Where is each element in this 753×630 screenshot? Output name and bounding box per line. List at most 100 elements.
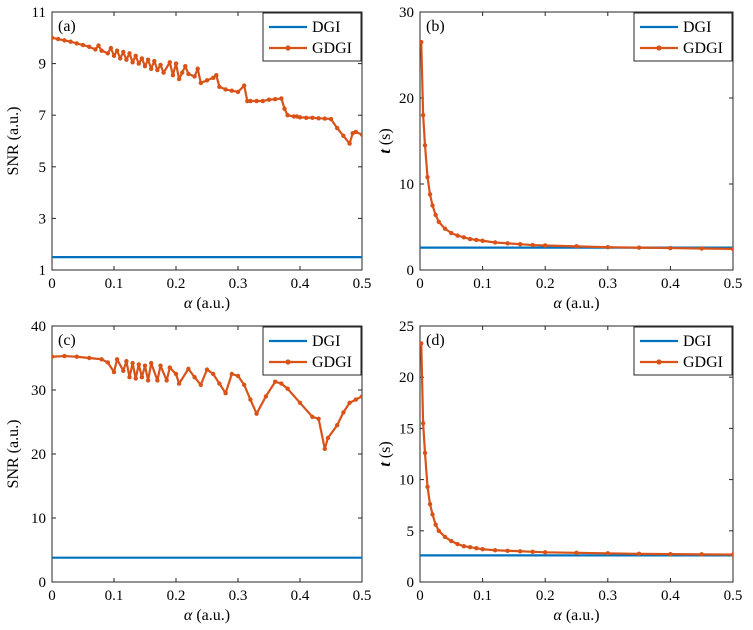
legend: DGI GDGI <box>262 326 362 376</box>
data-point-gdgi <box>217 84 222 90</box>
y-tick-label: 30 <box>31 383 46 399</box>
data-point-gdgi <box>636 245 642 250</box>
x-tick-label: 0.4 <box>661 276 680 292</box>
data-point-gdgi <box>74 354 80 359</box>
data-point-gdgi <box>229 371 234 377</box>
data-point-gdgi <box>359 132 362 137</box>
data-point-gdgi <box>461 235 467 240</box>
data-point-gdgi <box>605 245 610 250</box>
data-point-gdgi <box>180 70 185 75</box>
x-tick-label: 0.5 <box>724 276 743 292</box>
x-tick-label: 0.5 <box>353 276 372 292</box>
data-point-gdgi <box>347 400 352 405</box>
data-point-gdgi <box>223 87 228 92</box>
y-tick-label: 5 <box>39 160 47 176</box>
y-tick-label: 20 <box>399 91 414 107</box>
data-point-gdgi <box>420 421 426 426</box>
data-point-gdgi <box>176 381 182 386</box>
data-point-gdgi <box>155 67 160 73</box>
data-point-gdgi <box>167 60 172 65</box>
data-point-gdgi <box>266 97 272 102</box>
data-point-gdgi <box>118 56 123 61</box>
data-point-gdgi <box>492 240 498 245</box>
legend-marker <box>285 45 291 51</box>
y-tick-label: 5 <box>407 524 415 540</box>
series-group <box>52 353 362 559</box>
data-point-gdgi <box>139 375 145 380</box>
x-tick-label: 0.3 <box>229 276 248 292</box>
data-point-gdgi <box>279 96 284 101</box>
data-point-gdgi <box>62 353 67 359</box>
y-tick-label: 10 <box>399 473 414 489</box>
data-point-gdgi <box>173 61 179 66</box>
data-point-gdgi <box>152 58 157 64</box>
data-point-gdgi <box>455 233 460 238</box>
data-point-gdgi <box>52 35 55 40</box>
data-point-gdgi <box>341 410 346 415</box>
data-point-gdgi <box>543 550 548 555</box>
legend-marker <box>285 359 291 365</box>
data-point-gdgi <box>139 56 145 61</box>
data-point-gdgi <box>235 373 241 379</box>
data-point-gdgi <box>192 375 197 380</box>
data-point-gdgi <box>461 543 467 549</box>
data-point-gdgi <box>455 541 460 547</box>
legend-label-gdgi: GDGI <box>683 40 723 57</box>
panel-label: (a) <box>58 18 76 35</box>
y-tick-label: 0 <box>407 575 415 591</box>
data-point-gdgi <box>297 115 303 120</box>
data-point-gdgi <box>291 114 296 119</box>
data-point-gdgi <box>136 61 141 66</box>
data-point-gdgi <box>142 63 148 69</box>
data-point-gdgi <box>124 359 129 364</box>
x-tick-label: 0.3 <box>229 588 248 604</box>
data-point-gdgi <box>285 386 290 391</box>
x-tick-label: 0.4 <box>661 588 680 604</box>
panel-a: 0 0.1 0.2 0.3 0.4 0.5 1 3 5 7 9 11 α (a.u.) SNR (a.u.… <box>5 5 371 312</box>
data-point-gdgi <box>543 243 548 248</box>
x-tick-label: 0.4 <box>291 276 310 292</box>
data-point-gdgi <box>130 360 135 366</box>
data-point-gdgi <box>149 66 154 71</box>
panel-label: (c) <box>58 332 76 349</box>
data-point-gdgi <box>636 551 642 557</box>
data-point-gdgi <box>52 354 55 359</box>
data-point-gdgi <box>449 230 454 236</box>
data-point-gdgi <box>158 62 163 68</box>
y-tick-label: 15 <box>399 421 414 437</box>
data-point-gdgi <box>87 44 92 50</box>
data-point-gdgi <box>99 48 104 53</box>
data-point-gdgi <box>328 116 334 122</box>
data-point-gdgi <box>442 534 448 540</box>
y-tick-label: 10 <box>31 511 46 527</box>
data-point-gdgi <box>273 379 278 384</box>
data-point-gdgi <box>223 391 228 396</box>
data-point-gdgi <box>192 74 197 79</box>
data-point-gdgi <box>142 363 148 368</box>
data-point-gdgi <box>517 549 523 554</box>
data-point-gdgi <box>173 371 179 377</box>
data-point-gdgi <box>335 423 340 428</box>
data-point-gdgi <box>161 70 166 75</box>
data-point-gdgi <box>176 76 182 82</box>
x-tick-label: 0 <box>48 588 56 604</box>
data-point-gdgi <box>145 57 151 62</box>
y-tick-label: 20 <box>399 370 414 386</box>
y-tick-label: 0 <box>39 575 47 591</box>
panel-label: (d) <box>426 332 445 349</box>
data-point-gdgi <box>248 397 253 402</box>
x-tick-label: 0.2 <box>167 276 186 292</box>
data-point-gdgi <box>170 73 176 78</box>
x-tick-label: 0.1 <box>105 588 124 604</box>
data-point-gdgi <box>133 376 138 381</box>
data-point-gdgi <box>245 98 250 104</box>
data-point-gdgi <box>341 133 346 139</box>
x-axis-label: α (a.u.) <box>553 607 599 624</box>
data-point-gdgi <box>505 241 510 246</box>
series-group <box>52 35 362 259</box>
data-point-gdgi <box>204 367 210 372</box>
x-axis-label: α (a.u.) <box>184 295 230 312</box>
data-point-gdgi <box>322 116 327 121</box>
x-axis-label: α (a.u.) <box>553 295 599 312</box>
data-point-gdgi <box>730 552 733 557</box>
